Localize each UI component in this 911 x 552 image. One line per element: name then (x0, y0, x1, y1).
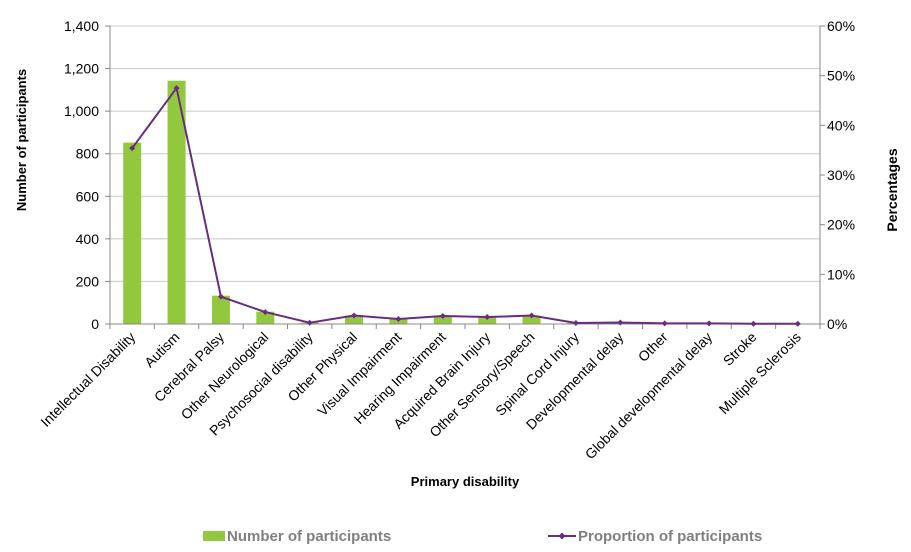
line-point (217, 293, 224, 300)
gridlines (105, 25, 825, 329)
y2-tick-label: 50% (827, 68, 855, 84)
line-point (617, 319, 624, 326)
y2-tick-label: 60% (827, 18, 855, 34)
y2-tick-label: 30% (827, 167, 855, 183)
legend-swatch-marker (558, 532, 566, 540)
series-line (131, 85, 798, 325)
line-point (750, 320, 757, 327)
line-point (173, 85, 180, 92)
y-tick-label: 800 (76, 146, 100, 162)
x-tick-label: Visual Impairment (314, 329, 404, 419)
bar (256, 311, 275, 324)
y-tick-label: 1,400 (64, 18, 99, 34)
x-tick-label: Stroke (720, 329, 760, 369)
legend-item-bars: Number of participants (203, 528, 391, 545)
y2-tick-label: 20% (827, 217, 855, 233)
y-tick-label: 1,200 (64, 61, 99, 77)
bar (433, 315, 452, 324)
x-tick-label: Spinal Cord Injury (492, 329, 582, 419)
line-point (262, 309, 269, 316)
line-point (439, 313, 446, 320)
line-point (661, 320, 668, 327)
y2-tick-label: 0% (827, 316, 847, 332)
y-tick-label: 600 (76, 188, 100, 204)
line-point (395, 316, 402, 323)
proportion-line (129, 85, 801, 327)
line-point (794, 320, 801, 327)
legend-label-line: Proportion of participants (578, 528, 762, 545)
x-axis-title: Primary disability (411, 474, 520, 489)
bar (167, 80, 186, 324)
bar (345, 315, 364, 324)
y2-tick-label: 40% (827, 117, 855, 133)
y-tick-label: 1,000 (64, 103, 99, 119)
line-point (351, 312, 358, 319)
x-tick-label: Other (635, 329, 671, 365)
line-point (484, 314, 491, 321)
x-tick-label: Autism (141, 329, 183, 371)
y2-axis-title: Percentages (884, 148, 900, 231)
y-tick-label: 200 (76, 273, 100, 289)
legend-swatch-bars (203, 531, 225, 541)
bars (123, 80, 807, 325)
bar (123, 142, 142, 324)
legend-label-bars: Number of participants (227, 528, 391, 545)
y-tick-label: 0 (91, 316, 99, 332)
y2-tick-label: 10% (827, 266, 855, 282)
line-point (706, 320, 713, 327)
bar (478, 316, 497, 324)
tick-labels: 0 200 400 600 800 1,000 1,200 1,400 0% 10% 20% 30% 4… (37, 18, 855, 462)
y-tick-label: 400 (76, 231, 100, 247)
line-point (572, 320, 579, 327)
bar (211, 295, 230, 324)
legend: Number of participants Proportion of par… (203, 528, 762, 545)
bar (522, 315, 541, 324)
y-axis-title: Number of participants (14, 69, 29, 211)
line-point (528, 312, 535, 319)
x-tick-label: Intellectual Disability (37, 329, 138, 430)
x-tick-label: Multiple Sclerosis (716, 329, 804, 417)
legend-item-line: Proportion of participants (548, 528, 762, 545)
line-point (306, 319, 313, 326)
line-point (129, 145, 136, 152)
